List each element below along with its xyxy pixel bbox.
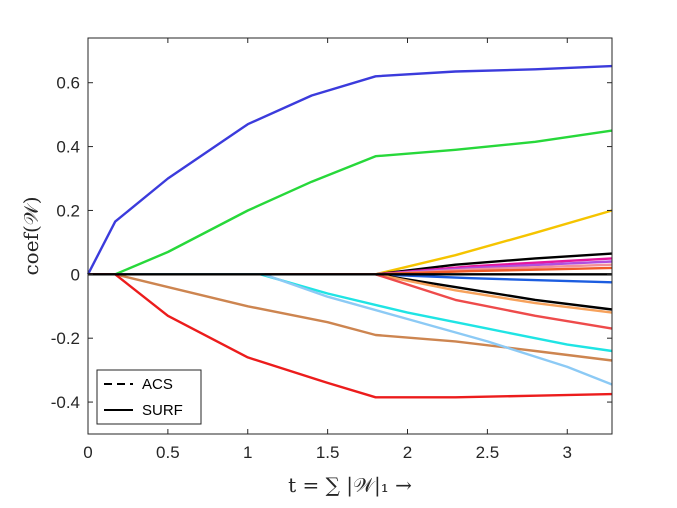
y-tick-label: 0.6 — [56, 74, 80, 93]
legend: ACS SURF — [96, 369, 202, 425]
legend-label-acs: ACS — [142, 376, 173, 393]
series-line-2 — [88, 129, 613, 276]
series-layer — [86, 64, 613, 399]
plot-frame — [87, 37, 613, 435]
y-axis-label: coef(𝒲) — [19, 196, 43, 275]
series-line-1 — [86, 64, 613, 275]
x-tick-label: 3 — [563, 443, 572, 462]
y-tick-label: -0.2 — [51, 329, 80, 348]
x-tick-label: 0.5 — [156, 443, 180, 462]
x-tick-label: 0 — [83, 443, 92, 462]
legend-label-surf: SURF — [142, 402, 183, 419]
series-line-16 — [88, 273, 613, 399]
y-tick-label: -0.4 — [51, 393, 80, 412]
x-tick-label: 2.5 — [476, 443, 500, 462]
x-axis-label: t = ∑ |𝒲|₁ → — [288, 473, 412, 498]
tick-layer: 0 0.5 1 1.5 2 2.5 3 -0.4 -0.2 0 0.2 0.4 0.6 — [51, 38, 612, 462]
x-tick-label: 1.5 — [316, 443, 340, 462]
y-tick-label: 0 — [71, 265, 80, 284]
y-tick-label: 0.2 — [56, 201, 80, 220]
legend-box — [96, 369, 202, 425]
x-tick-label: 2 — [403, 443, 412, 462]
x-tick-label: 1 — [243, 443, 252, 462]
y-tick-label: 0.4 — [56, 138, 80, 157]
